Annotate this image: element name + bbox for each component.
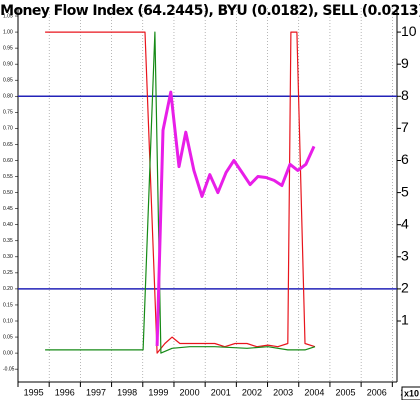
y-tick-label: 0.85	[3, 78, 13, 84]
x-tick-label: 2000	[180, 387, 200, 397]
y2-tick-label: 7	[401, 119, 409, 135]
y-tick-label: 0.95	[3, 45, 13, 51]
y-tick-label: 0.35	[3, 238, 13, 244]
y2-tick-label: 10	[401, 23, 417, 39]
multiplier-box	[401, 386, 420, 400]
y2-tick-label: 5	[401, 183, 409, 199]
line-series	[155, 90, 316, 347]
x-tick-label: 2003	[273, 387, 293, 397]
y-tick-label: 0.05	[3, 334, 13, 340]
y-tick-label: 0.15	[3, 302, 13, 308]
x-tick-label: 2005	[336, 387, 356, 397]
y-tick-label: 1.05	[3, 13, 13, 19]
y-tick-label: -0.05	[3, 366, 15, 372]
line-series	[45, 31, 316, 354]
x-tick-label: 1995	[24, 387, 44, 397]
chart-title: Money Flow Index (64.2445), BYU (0.0182)…	[0, 3, 420, 19]
y-tick-label: 0.45	[3, 206, 13, 212]
x-tick-label: 1997	[86, 387, 106, 397]
y-tick-label: 0.10	[3, 318, 13, 324]
x-tick-label: 2006	[367, 387, 387, 397]
y-tick-label: 0.80	[3, 94, 13, 100]
y2-tick-label: 2	[401, 280, 409, 296]
y2-tick-label: 6	[401, 151, 409, 167]
y-tick-label: 0.25	[3, 270, 13, 276]
y-tick-label: 0.50	[3, 190, 13, 196]
y-tick-label: 0.90	[3, 62, 13, 68]
y-tick-label: 1.00	[3, 29, 13, 35]
line-series	[45, 31, 316, 354]
y2-tick-label: 9	[401, 55, 409, 71]
x-tick-label: 1998	[117, 387, 137, 397]
x-tick-label: 2002	[242, 387, 262, 397]
y-tick-label: 0.55	[3, 174, 13, 180]
y-tick-label: 0.60	[3, 158, 13, 164]
y2-tick-label: 4	[401, 215, 409, 231]
y2-tick-label: 3	[401, 248, 409, 264]
y-tick-label: 0.00	[3, 350, 13, 356]
x-tick-label: 2004	[304, 387, 324, 397]
y-tick-label: 0.70	[3, 126, 13, 132]
y2-tick-label: 8	[401, 87, 409, 103]
y-tick-label: 0.20	[3, 286, 13, 292]
x-tick-label: 1999	[148, 387, 168, 397]
x-tick-label: 1996	[55, 387, 75, 397]
y-tick-label: 0.75	[3, 110, 13, 116]
y-tick-label: 0.40	[3, 222, 13, 228]
y2-tick-label: 1	[401, 312, 409, 328]
y-tick-label: 0.65	[3, 142, 13, 148]
y2-multiplier-label: x10	[404, 388, 419, 398]
x-tick-label: 2001	[211, 387, 231, 397]
y-tick-label: 0.30	[3, 254, 13, 260]
